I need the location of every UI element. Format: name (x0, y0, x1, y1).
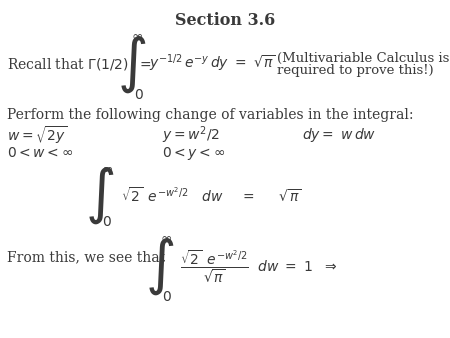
Text: $0 < y < \infty$: $0 < y < \infty$ (162, 145, 225, 162)
Text: $\infty$: $\infty$ (131, 28, 143, 43)
Text: $0 < w < \infty$: $0 < w < \infty$ (7, 146, 73, 160)
Text: $0$: $0$ (162, 290, 171, 305)
Text: $\dfrac{\sqrt{2}\ \, e^{-w^2/2}}{\sqrt{\pi}}\ \ dw\ =\ 1\ \ \Rightarrow$: $\dfrac{\sqrt{2}\ \, e^{-w^2/2}}{\sqrt{\… (180, 249, 337, 285)
Text: $\sqrt{2}\ \, e^{-w^2/2}\ \ \ dw\ \ \ \ =\ \ \ \ \ \sqrt{\pi}$: $\sqrt{2}\ \, e^{-w^2/2}\ \ \ dw\ \ \ \ … (121, 186, 301, 205)
Text: Perform the following change of variables in the integral:: Perform the following change of variable… (7, 108, 413, 122)
Text: $w = \sqrt{2y}$: $w = \sqrt{2y}$ (7, 124, 67, 146)
Text: Section 3.6: Section 3.6 (175, 12, 275, 29)
Text: Recall that $\Gamma(1/2)\ \ =$: Recall that $\Gamma(1/2)\ \ =$ (7, 56, 152, 72)
Text: (Multivariable Calculus is: (Multivariable Calculus is (277, 52, 449, 65)
Text: $y = w^2/2$: $y = w^2/2$ (162, 124, 220, 146)
Text: $\int$: $\int$ (117, 34, 146, 95)
Text: $0$: $0$ (134, 88, 144, 102)
Text: $y^{-1/2}\, e^{-y}\, dy\ =\ \sqrt{\pi}$: $y^{-1/2}\, e^{-y}\, dy\ =\ \sqrt{\pi}$ (149, 53, 276, 74)
Text: required to prove this!): required to prove this!) (277, 65, 433, 77)
Text: $0$: $0$ (102, 215, 112, 230)
Text: $\infty$: $\infty$ (101, 162, 113, 176)
Text: From this, we see that: From this, we see that (7, 250, 165, 265)
Text: $dy =\ w\, dw$: $dy =\ w\, dw$ (302, 126, 376, 144)
Text: $\int$: $\int$ (144, 237, 174, 297)
Text: $\int$: $\int$ (85, 166, 115, 226)
Text: $\infty$: $\infty$ (161, 231, 172, 245)
